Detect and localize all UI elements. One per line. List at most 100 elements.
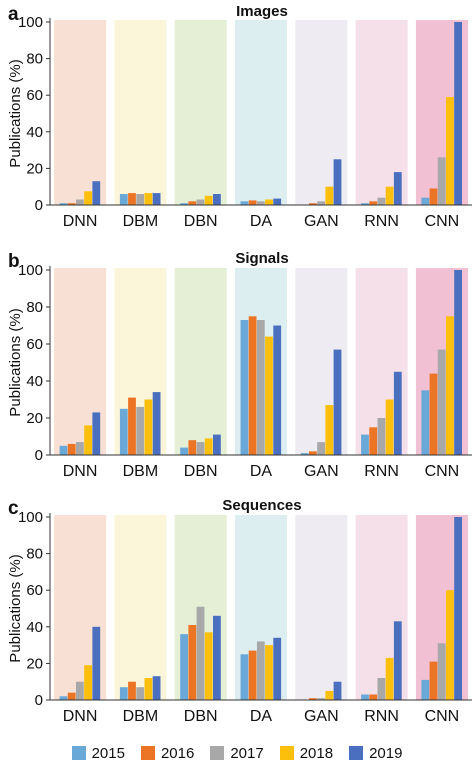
bar: [67, 443, 76, 455]
bar: [84, 665, 92, 700]
bar: [240, 201, 249, 205]
x-tick-label: GAN: [304, 463, 339, 480]
bar: [84, 191, 92, 205]
legend-label: 2017: [230, 744, 264, 762]
y-tick-label: 60: [26, 87, 43, 104]
x-tick-label: DNN: [63, 213, 98, 230]
legend-label: 2018: [299, 744, 334, 762]
bar: [256, 320, 265, 455]
legend-swatch: [140, 746, 155, 760]
bar: [180, 447, 188, 455]
legend-label: 2015: [91, 744, 125, 762]
y-tick-label: 20: [26, 410, 43, 427]
y-tick-label: 40: [26, 373, 43, 390]
x-tick-label: DBM: [123, 213, 159, 230]
bar: [128, 681, 136, 700]
bar: [273, 637, 282, 700]
bar: [325, 405, 334, 455]
bar: [309, 203, 317, 205]
bar: [204, 195, 213, 205]
panel-title: Signals: [235, 250, 288, 267]
legend-item-2019: 2019: [349, 745, 402, 762]
x-tick-label: RNN: [364, 463, 399, 480]
x-tick-label: DBN: [184, 463, 218, 480]
bar: [421, 197, 430, 205]
y-tick-label: 0: [35, 692, 43, 709]
bar: [256, 201, 265, 205]
bar: [59, 696, 68, 700]
bar: [377, 418, 386, 455]
y-tick-label: 80: [26, 299, 43, 316]
bar: [265, 336, 273, 455]
y-tick-label: 80: [26, 546, 43, 563]
bar: [454, 517, 462, 700]
category-band: [54, 20, 107, 205]
bar: [128, 193, 136, 205]
legend: 2015 2016 2017 2018 2019: [0, 740, 474, 766]
bar: [196, 442, 205, 455]
bar: [437, 157, 446, 205]
bar: [152, 676, 161, 700]
bar: [429, 373, 438, 455]
bar: [188, 625, 197, 700]
bar: [119, 687, 128, 700]
bar: [180, 203, 188, 205]
bar: [393, 621, 402, 700]
category-band: [295, 515, 348, 700]
legend-label: 2019: [369, 744, 403, 762]
x-tick-label: GAN: [304, 213, 339, 230]
category-band: [114, 20, 167, 205]
bar: [317, 442, 325, 455]
bar: [136, 687, 145, 700]
bar: [248, 650, 257, 700]
bar: [136, 406, 145, 455]
bar: [361, 694, 369, 700]
bar: [256, 641, 265, 700]
x-tick-label: CNN: [425, 213, 460, 230]
bar: [204, 438, 213, 455]
bar: [152, 392, 161, 455]
bar: [273, 198, 282, 205]
bar: [309, 698, 317, 700]
category-band: [114, 515, 167, 700]
legend-swatch: [349, 746, 364, 760]
bar: [196, 199, 205, 205]
y-tick-label: 60: [26, 336, 43, 353]
y-tick-label: 40: [26, 124, 43, 141]
bar: [144, 399, 153, 455]
category-band: [174, 268, 227, 455]
panel-letter: a: [8, 4, 19, 25]
bar: [361, 203, 369, 205]
y-tick-label: 0: [35, 197, 43, 214]
legend-swatch: [279, 746, 294, 760]
bar: [446, 97, 454, 205]
bar: [446, 316, 454, 456]
bar: [67, 692, 76, 700]
x-tick-label: GAN: [304, 708, 339, 725]
bar: [76, 199, 84, 205]
y-tick-label: 100: [18, 262, 43, 279]
x-tick-label: CNN: [425, 463, 460, 480]
bar: [437, 643, 446, 700]
bar: [454, 270, 462, 455]
x-tick-label: DNN: [63, 708, 98, 725]
x-tick-label: RNN: [364, 213, 399, 230]
bar: [92, 626, 101, 700]
x-tick-label: DA: [250, 463, 273, 480]
bar: [377, 197, 386, 205]
y-tick-label: 60: [26, 582, 43, 599]
bar: [317, 201, 325, 205]
bar: [429, 661, 438, 700]
bar: [240, 320, 249, 455]
y-tick-label: 0: [35, 447, 43, 464]
bar: [204, 632, 213, 700]
bar: [92, 181, 101, 205]
legend-item-2016: 2016: [140, 745, 194, 762]
bar: [144, 678, 153, 700]
bar: [213, 615, 221, 700]
bar: [248, 200, 257, 205]
panel-title: Images: [236, 3, 288, 20]
bar: [385, 186, 394, 205]
bar: [325, 690, 334, 700]
x-tick-label: DBN: [184, 708, 218, 725]
